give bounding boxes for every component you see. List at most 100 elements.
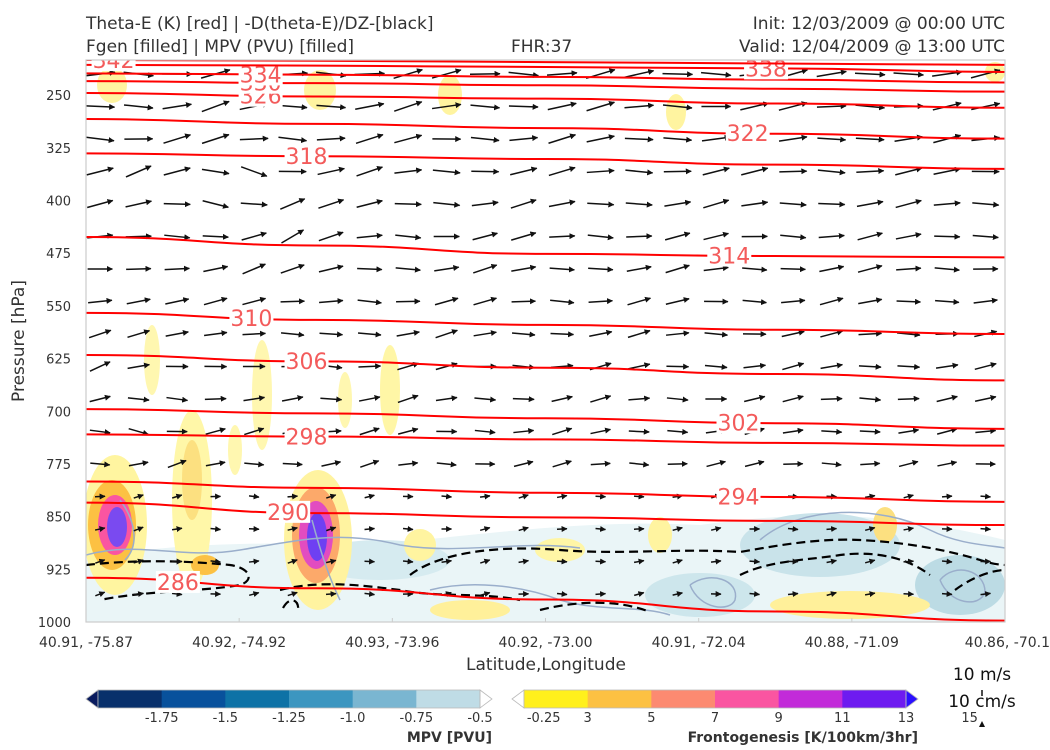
wind-vector xyxy=(513,428,535,434)
fgen-fill-region xyxy=(770,591,930,619)
wind-vector xyxy=(125,165,152,178)
theta-e-label-bg xyxy=(238,63,283,86)
wind-vector xyxy=(936,427,958,435)
wind-vector xyxy=(587,234,614,241)
theta-e-contour-298 xyxy=(86,433,1005,447)
wind-vector xyxy=(749,558,761,565)
wind-vector xyxy=(244,427,265,436)
wind-vector xyxy=(666,396,689,403)
wind-vector xyxy=(480,558,491,565)
wind-vector xyxy=(973,297,998,304)
wind-vector xyxy=(441,558,453,565)
colorbar-tick-label: -0.25 xyxy=(527,711,561,726)
theta-e-label: 314 xyxy=(708,245,750,270)
wind-vector xyxy=(394,133,423,144)
x-tick-label: 40.91, -72.04 xyxy=(652,635,746,651)
theta-e-contour-290 xyxy=(86,501,1005,527)
wind-vector xyxy=(434,265,460,272)
wind-vector xyxy=(665,330,690,337)
wind-vector xyxy=(511,264,537,272)
wind-vector xyxy=(432,169,461,176)
wind-vector xyxy=(205,427,226,435)
wind-vector xyxy=(358,395,381,402)
wind-vector xyxy=(510,166,538,176)
wind-vector xyxy=(280,263,305,274)
wind-vector xyxy=(626,233,653,240)
colorbar-swatch xyxy=(715,690,780,708)
wind-vector xyxy=(203,264,229,273)
theta-e-contour-302 xyxy=(86,408,1005,430)
dthetae-dz-contour xyxy=(282,599,300,613)
wind-vector xyxy=(281,395,304,402)
wind-vector xyxy=(663,168,692,175)
colorbar-tick-label: 15 xyxy=(961,711,978,726)
wind-vector xyxy=(319,297,344,304)
colorbar-tick-label: -1.75 xyxy=(145,711,179,726)
wind-vector xyxy=(325,591,337,598)
wind-vector xyxy=(782,427,804,434)
wind-vector xyxy=(864,526,876,533)
wind-vector xyxy=(860,460,881,467)
wind-vector xyxy=(163,201,191,208)
colorbar-tick-label: 11 xyxy=(834,711,851,726)
wind-vector xyxy=(127,362,150,370)
wind-vector xyxy=(672,526,683,532)
x-tick-label: 40.92, -73.00 xyxy=(498,635,592,651)
colorbar-swatch xyxy=(225,690,290,708)
wind-vector xyxy=(210,558,222,565)
wind-vector xyxy=(248,493,260,500)
x-axis-label: Latitude,Longitude xyxy=(466,655,626,675)
wind-vector xyxy=(556,558,568,565)
x-axis-ticks: 40.91, -75.87 40.92, -74.92 40.93, -73.96 4… xyxy=(39,618,1050,651)
wind-vector xyxy=(859,428,881,435)
colorbar-swatch xyxy=(524,690,589,708)
wind-vector xyxy=(549,266,575,273)
wind-vector xyxy=(318,198,345,209)
theta-e-label-bg xyxy=(716,485,761,508)
theta-e-label: 342 xyxy=(93,49,135,74)
colorbar-tick-label: -0.75 xyxy=(400,711,434,726)
wind-vector xyxy=(590,460,611,467)
wind-vector xyxy=(781,329,805,338)
theta-e-contours: 2862902942983023063103143183223263303343… xyxy=(86,49,1005,622)
wind-vector xyxy=(782,394,804,403)
wind-vector xyxy=(133,526,144,532)
wind-vector xyxy=(357,266,383,273)
wind-vector xyxy=(633,493,645,500)
wind-vector xyxy=(864,591,876,598)
y-tick-label: 925 xyxy=(46,563,71,578)
wind-vector xyxy=(546,70,578,77)
wind-vector xyxy=(937,460,958,467)
wind-vector xyxy=(589,329,613,338)
wind-vector xyxy=(627,329,651,339)
wind-vector xyxy=(511,298,537,305)
wind-vector xyxy=(89,429,111,436)
colorbar-tick-label: 3 xyxy=(584,711,592,726)
wind-vector xyxy=(857,231,883,241)
wind-vector xyxy=(171,526,183,533)
wind-vector xyxy=(319,331,344,338)
wind-vector xyxy=(820,362,844,370)
wind-vector xyxy=(359,427,380,436)
wind-vector xyxy=(165,297,190,305)
y-axis-ticks: 250 325 400 475 550 625 700 775 850 925 1000 xyxy=(38,89,71,631)
wind-vector xyxy=(903,558,915,565)
colorbar-swatch xyxy=(98,690,163,708)
theta-e-label-bg xyxy=(744,60,789,80)
wind-vector xyxy=(357,331,382,338)
wind-vector xyxy=(595,525,607,532)
theta-e-label: 294 xyxy=(717,485,759,510)
vector-key-arrow-small xyxy=(979,721,985,727)
wind-vector xyxy=(935,362,959,369)
wind-vector xyxy=(549,233,576,240)
wind-vector xyxy=(626,264,652,272)
wind-vector xyxy=(90,461,111,468)
wind-vector xyxy=(741,166,769,176)
theta-e-label: 298 xyxy=(286,425,328,450)
wind-vector xyxy=(435,362,458,371)
colorbar-swatch xyxy=(289,690,354,708)
wind-vector xyxy=(364,526,376,533)
wind-vector xyxy=(472,231,498,241)
wind-vector xyxy=(172,493,183,500)
mpv-fill-region xyxy=(740,513,900,577)
